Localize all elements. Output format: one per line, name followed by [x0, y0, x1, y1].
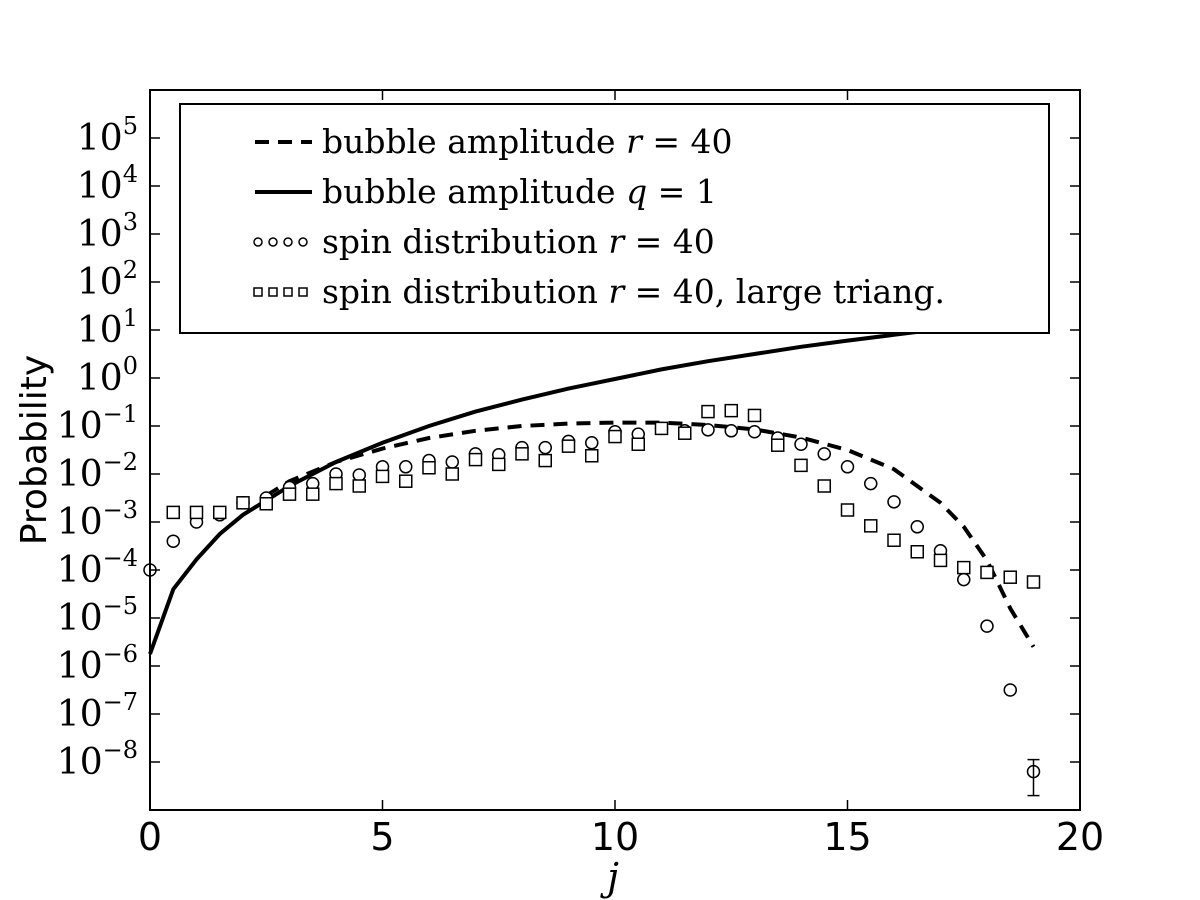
square-point — [654, 421, 669, 436]
square-point — [166, 505, 180, 520]
square-point — [980, 565, 994, 580]
square-point — [724, 403, 738, 418]
square-point — [515, 447, 529, 461]
circle-point — [817, 447, 831, 461]
circle-point — [840, 460, 855, 474]
square-point — [678, 426, 692, 440]
circle-point — [887, 495, 901, 509]
square-point — [794, 458, 808, 473]
square-point — [561, 439, 576, 453]
y-axis-label: Probability — [14, 355, 55, 545]
x-axis-label: j — [600, 855, 619, 899]
circle-point — [399, 460, 413, 474]
square-point — [445, 467, 459, 481]
legend-label: spin distribution r = 40 — [322, 222, 715, 261]
square-point — [306, 487, 320, 501]
y-tick-label: 10−6 — [57, 640, 138, 687]
circle-point — [538, 440, 552, 455]
square-point — [701, 404, 715, 419]
square-point — [957, 560, 971, 575]
x-tick-label: 20 — [1056, 815, 1104, 859]
circle-point — [585, 436, 599, 450]
circle-point — [864, 476, 878, 491]
square-point — [538, 453, 552, 468]
square-point — [1003, 570, 1017, 584]
square-point — [864, 519, 878, 533]
circle-point — [445, 455, 459, 469]
x-tick-label: 5 — [370, 815, 394, 859]
bubble-amplitude-r40-line — [265, 420, 1036, 648]
circle-point — [910, 520, 924, 534]
error-bar — [1027, 758, 1040, 797]
circle-point — [957, 572, 971, 587]
legend-entry: spin distribution r = 40 — [253, 222, 715, 261]
y-tick-label: 103 — [77, 208, 138, 255]
square-point — [282, 487, 297, 501]
y-tick-label: 10−4 — [57, 544, 138, 591]
series-layer — [143, 317, 1041, 797]
legend-entry: spin distribution r = 40, large triang. — [253, 272, 945, 311]
bubble-amplitude-q1-line — [148, 317, 1034, 655]
square-point — [771, 438, 785, 452]
square-point — [259, 497, 273, 511]
y-tick-label: 105 — [77, 112, 138, 159]
legend-entry: bubble amplitude q = 1 — [255, 172, 717, 211]
y-tick-label: 10−2 — [57, 448, 138, 495]
square-point — [910, 545, 924, 559]
circle-point — [747, 425, 762, 439]
circle-point — [794, 437, 808, 451]
square-point — [631, 437, 645, 451]
y-tick-label: 100 — [77, 352, 138, 399]
legend-label: spin distribution r = 40, large triang. — [322, 272, 945, 311]
square-point — [422, 461, 436, 475]
y-tick-label: 10−1 — [57, 400, 138, 447]
series-4 — [166, 403, 1041, 589]
square-point — [817, 479, 831, 493]
legend: bubble amplitude r = 40 bubble amplitude … — [179, 103, 1050, 334]
square-point — [840, 503, 855, 517]
axes-layer: 0 5 10 15 2010510410310210110010−110−210−310… — [57, 89, 1104, 859]
y-tick-label: 10−7 — [57, 688, 138, 735]
series-2 — [148, 317, 1034, 655]
legend-label: bubble amplitude q = 1 — [322, 172, 717, 211]
circle-point — [980, 619, 994, 633]
circle-point — [701, 423, 715, 437]
legend-label: bubble amplitude r = 40 — [322, 122, 732, 161]
square-point — [213, 505, 227, 520]
square-point — [887, 533, 901, 547]
x-tick-label: 15 — [823, 815, 871, 859]
legend-entry: bubble amplitude r = 40 — [255, 122, 732, 161]
square-point — [329, 476, 343, 491]
y-tick-label: 10−3 — [57, 496, 138, 543]
square-point — [492, 457, 506, 472]
legend-circle-markers-icon — [253, 237, 308, 247]
y-tick-label: 10−5 — [57, 592, 138, 639]
x-tick-label: 0 — [138, 815, 162, 859]
circle-point — [1003, 683, 1017, 697]
y-tick-label: 102 — [77, 256, 138, 303]
square-point — [608, 429, 622, 444]
legend-square-markers-icon — [253, 287, 308, 297]
square-point — [747, 408, 762, 423]
square-point — [468, 452, 483, 467]
square-point — [933, 553, 948, 568]
circle-point — [166, 534, 180, 548]
square-point — [585, 449, 599, 463]
square-point — [352, 479, 366, 493]
circle-point — [352, 468, 366, 482]
y-tick-label: 104 — [77, 160, 138, 207]
square-point — [399, 474, 413, 488]
y-tick-label: 101 — [77, 304, 138, 351]
square-point — [189, 505, 204, 520]
square-point — [236, 496, 250, 510]
x-tick-label: 10 — [591, 815, 639, 859]
y-tick-label: 10−8 — [57, 736, 138, 783]
series-3 — [143, 421, 1041, 779]
circle-point — [724, 424, 738, 438]
square-point — [375, 469, 390, 484]
legend-box — [179, 103, 1050, 334]
square-point — [1026, 575, 1041, 589]
series-1 — [265, 420, 1036, 648]
